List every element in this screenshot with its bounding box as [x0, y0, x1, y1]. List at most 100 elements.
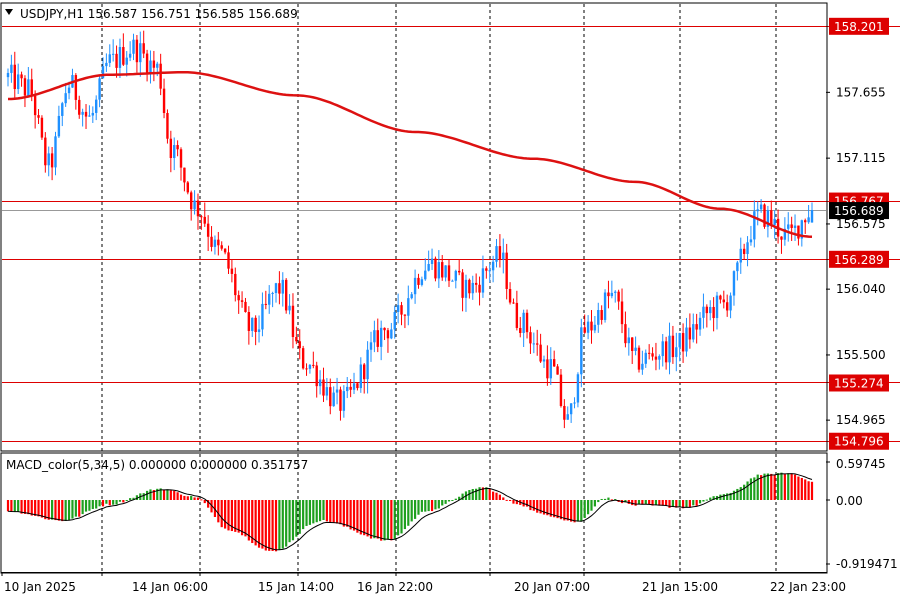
candle[interactable]: [725, 294, 729, 317]
candle[interactable]: [712, 297, 715, 332]
candle[interactable]: [763, 203, 766, 229]
candle[interactable]: [552, 350, 556, 367]
candle[interactable]: [804, 218, 807, 234]
candle[interactable]: [305, 363, 308, 376]
candle[interactable]: [614, 290, 617, 303]
candle[interactable]: [162, 78, 166, 119]
candle[interactable]: [542, 355, 546, 368]
candle[interactable]: [91, 106, 95, 123]
candle[interactable]: [264, 290, 268, 310]
candle[interactable]: [800, 219, 804, 247]
candle[interactable]: [559, 368, 563, 408]
candle[interactable]: [637, 345, 641, 373]
candle[interactable]: [529, 326, 532, 354]
candle[interactable]: [193, 190, 196, 215]
candle[interactable]: [536, 329, 539, 356]
candle[interactable]: [183, 167, 186, 192]
candle[interactable]: [681, 323, 685, 363]
candle[interactable]: [556, 364, 559, 375]
candle[interactable]: [441, 255, 444, 281]
candle[interactable]: [244, 297, 247, 313]
candle[interactable]: [98, 75, 101, 108]
candle[interactable]: [332, 386, 335, 407]
candle[interactable]: [95, 95, 98, 121]
candle[interactable]: [111, 39, 115, 62]
candle[interactable]: [288, 294, 291, 315]
candle[interactable]: [366, 341, 369, 394]
candle[interactable]: [81, 108, 84, 127]
candle[interactable]: [546, 345, 549, 386]
candle[interactable]: [308, 363, 312, 374]
candle[interactable]: [61, 101, 64, 127]
candle[interactable]: [105, 53, 108, 72]
candle[interactable]: [692, 313, 695, 343]
candle[interactable]: [481, 255, 485, 298]
candle[interactable]: [583, 314, 586, 334]
candle[interactable]: [373, 320, 376, 353]
candle[interactable]: [417, 273, 420, 289]
candle[interactable]: [247, 306, 251, 345]
candle[interactable]: [359, 357, 363, 393]
candle[interactable]: [607, 280, 610, 309]
candle[interactable]: [597, 302, 600, 333]
candle[interactable]: [525, 309, 529, 339]
candle[interactable]: [427, 250, 430, 272]
candle[interactable]: [420, 276, 424, 287]
candle[interactable]: [386, 327, 390, 353]
candle[interactable]: [671, 325, 675, 364]
candle[interactable]: [631, 337, 634, 364]
candle[interactable]: [159, 53, 162, 96]
candle[interactable]: [393, 305, 396, 339]
candle[interactable]: [346, 377, 349, 399]
candle[interactable]: [685, 317, 688, 357]
candle[interactable]: [658, 354, 661, 370]
candle[interactable]: [780, 236, 783, 254]
candle[interactable]: [739, 237, 742, 274]
candle[interactable]: [169, 130, 173, 173]
candle[interactable]: [576, 372, 580, 408]
candle[interactable]: [508, 282, 512, 305]
candle[interactable]: [298, 329, 301, 360]
candle[interactable]: [325, 378, 329, 401]
candle[interactable]: [807, 205, 810, 224]
candle[interactable]: [230, 259, 234, 283]
candle[interactable]: [793, 214, 797, 242]
candle[interactable]: [464, 274, 468, 312]
candle[interactable]: [451, 279, 454, 282]
candle[interactable]: [78, 95, 81, 119]
candle[interactable]: [295, 326, 298, 345]
candle[interactable]: [118, 38, 122, 79]
candle[interactable]: [644, 349, 647, 368]
candle[interactable]: [64, 82, 67, 107]
candle[interactable]: [135, 34, 139, 73]
candle[interactable]: [6, 68, 10, 87]
candle[interactable]: [766, 205, 770, 238]
candle[interactable]: [410, 291, 413, 300]
candle[interactable]: [732, 270, 736, 306]
candle[interactable]: [715, 291, 719, 330]
candle[interactable]: [749, 225, 753, 246]
candle[interactable]: [189, 190, 193, 221]
candle[interactable]: [329, 378, 332, 415]
candle[interactable]: [57, 105, 61, 138]
candle[interactable]: [176, 140, 179, 157]
candle[interactable]: [363, 362, 366, 394]
candle[interactable]: [240, 291, 244, 308]
candle[interactable]: [179, 147, 183, 181]
candle[interactable]: [23, 75, 27, 108]
candle[interactable]: [759, 199, 763, 213]
candle[interactable]: [254, 315, 257, 346]
candle[interactable]: [586, 315, 590, 340]
candle[interactable]: [196, 193, 200, 230]
candle[interactable]: [115, 45, 118, 78]
candle[interactable]: [284, 278, 288, 314]
candle[interactable]: [132, 33, 135, 61]
candle[interactable]: [227, 245, 230, 274]
candle[interactable]: [274, 282, 278, 303]
candle[interactable]: [342, 385, 346, 418]
candle[interactable]: [457, 259, 461, 276]
candle[interactable]: [624, 311, 627, 348]
candle[interactable]: [437, 250, 441, 288]
candle[interactable]: [695, 313, 698, 344]
candle[interactable]: [569, 403, 573, 423]
